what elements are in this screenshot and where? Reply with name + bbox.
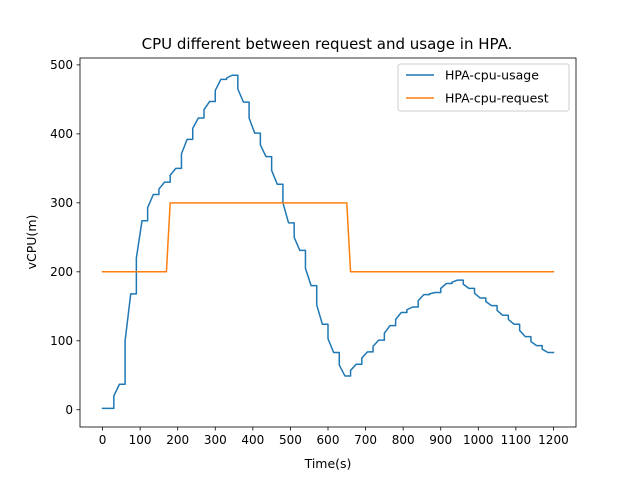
x-tick-label: 700 xyxy=(354,433,377,447)
chart-title: CPU different between request and usage … xyxy=(142,35,513,53)
y-tick-label: 0 xyxy=(65,403,73,417)
x-tick-label: 500 xyxy=(279,433,302,447)
x-tick-label: 1200 xyxy=(538,433,569,447)
x-tick-label: 400 xyxy=(241,433,264,447)
x-tick-label: 1100 xyxy=(501,433,532,447)
legend: HPA-cpu-usage HPA-cpu-request xyxy=(397,63,570,112)
x-tick-label: 800 xyxy=(392,433,415,447)
series-line-0 xyxy=(101,74,555,410)
x-tick-label: 200 xyxy=(166,433,189,447)
legend-label-1: HPA-cpu-request xyxy=(445,91,549,106)
y-tick-label: 400 xyxy=(50,127,73,141)
y-axis-label: vCPU(m) xyxy=(24,215,39,270)
x-tick-label: 0 xyxy=(99,433,107,447)
y-tick-label: 200 xyxy=(50,265,73,279)
x-tick-label: 1000 xyxy=(463,433,494,447)
y-tick-label: 100 xyxy=(50,334,73,348)
x-axis-label: Time(s) xyxy=(304,456,352,471)
x-tick-label: 300 xyxy=(204,433,227,447)
plot-area xyxy=(101,74,555,410)
x-tick-label: 900 xyxy=(429,433,452,447)
x-tick-label: 100 xyxy=(129,433,152,447)
axis-ticks: 0 100 200 300 400 500 600 700 800 900 1000 1100 1200… xyxy=(50,58,569,447)
y-tick-label: 300 xyxy=(50,196,73,210)
series-line-1 xyxy=(101,202,555,273)
legend-box xyxy=(397,63,570,112)
x-tick-label: 600 xyxy=(317,433,340,447)
legend-label-0: HPA-cpu-usage xyxy=(445,68,539,83)
y-tick-label: 500 xyxy=(50,58,73,72)
